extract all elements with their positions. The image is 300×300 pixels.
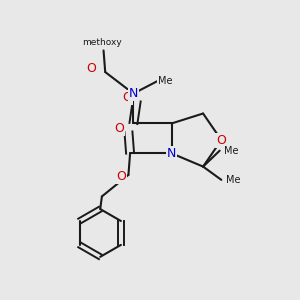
Text: O: O <box>114 122 124 135</box>
Text: Me: Me <box>158 76 172 86</box>
Text: O: O <box>216 134 226 146</box>
Text: N: N <box>129 87 138 100</box>
Text: N: N <box>167 147 176 160</box>
Text: methoxy: methoxy <box>82 38 122 47</box>
Text: O: O <box>86 62 96 75</box>
Text: O: O <box>116 170 126 183</box>
Text: Me: Me <box>226 175 240 185</box>
Text: O: O <box>122 91 132 104</box>
Text: Me: Me <box>224 146 238 156</box>
